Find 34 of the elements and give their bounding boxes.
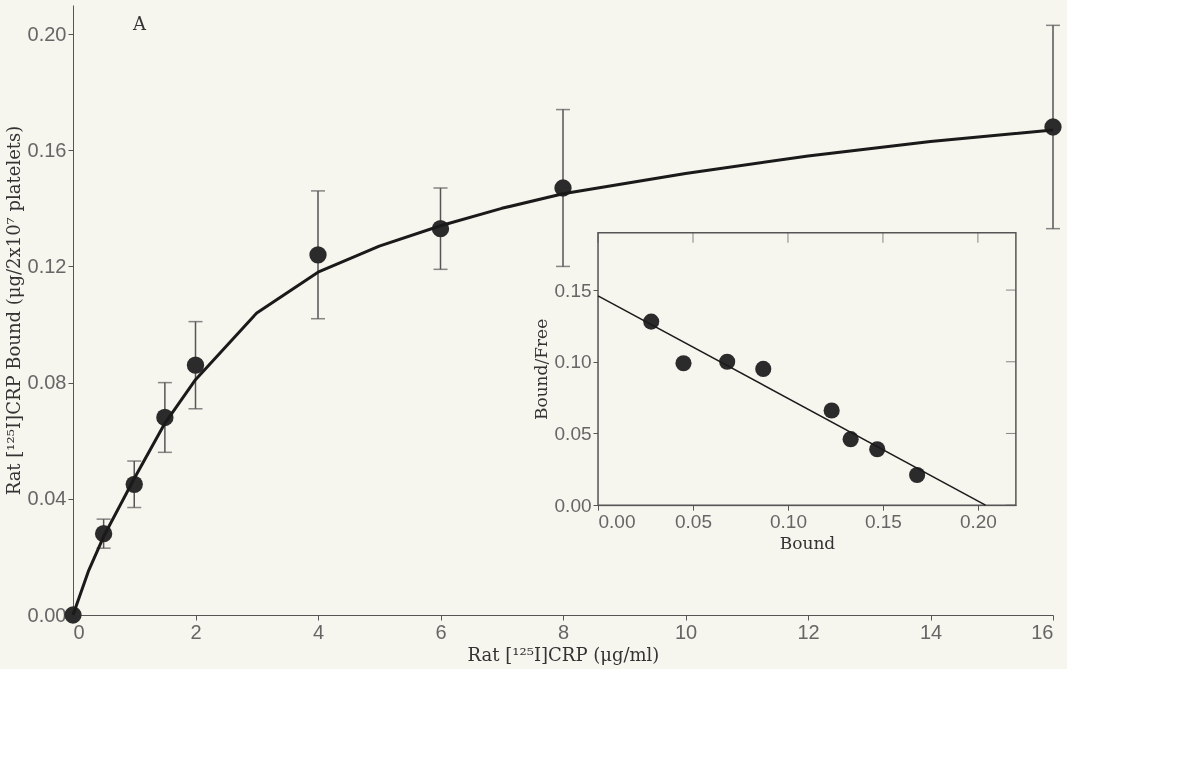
x-axis-title: Bound [779,532,836,553]
y-axis-title: Bound/Free [530,318,551,421]
x-tick-label: 0 [73,620,85,643]
y-tick-label: 0.00 [27,603,67,626]
x-tick-label: 10 [674,620,698,643]
y-tick-label: 0.00 [554,494,592,516]
point [675,355,692,372]
point [909,466,926,484]
y-tick-label: 0.10 [554,351,592,373]
x-tick-label: 6 [435,620,447,643]
x-tick-label: 0.15 [864,510,902,532]
y-tick-label: 0.12 [27,254,67,277]
x-axis-title: Rat [¹²⁵I]CRP (μg/ml) [467,643,660,665]
y-tick-label: 0.05 [554,422,592,444]
point [823,402,840,419]
y-tick-label: 0.08 [27,371,67,394]
point [755,360,772,377]
annotation: A [132,13,147,34]
x-tick-label: 16 [1031,620,1054,643]
x-tick-label: 12 [797,620,820,643]
x-tick-label: 4 [312,620,325,643]
x-tick-label: 0.05 [675,510,712,532]
y-axis-title: Rat [¹²⁵I]CRP Bound (μg/2x10⁷ platelets) [2,125,24,496]
y-tick-label: 0.15 [554,279,592,301]
x-tick-label: 0.10 [769,510,807,532]
y-tick-label: 0.20 [27,22,67,45]
point [842,431,859,448]
y-tick-label: 0.16 [27,138,67,161]
y-tick-label: 0.04 [27,487,67,510]
x-tick-label: 0.20 [959,510,997,532]
x-tick-label: 14 [919,620,943,643]
x-tick-label: 8 [557,620,570,643]
x-tick-label: 2 [190,620,202,643]
x-tick-label: 0.00 [598,510,636,532]
